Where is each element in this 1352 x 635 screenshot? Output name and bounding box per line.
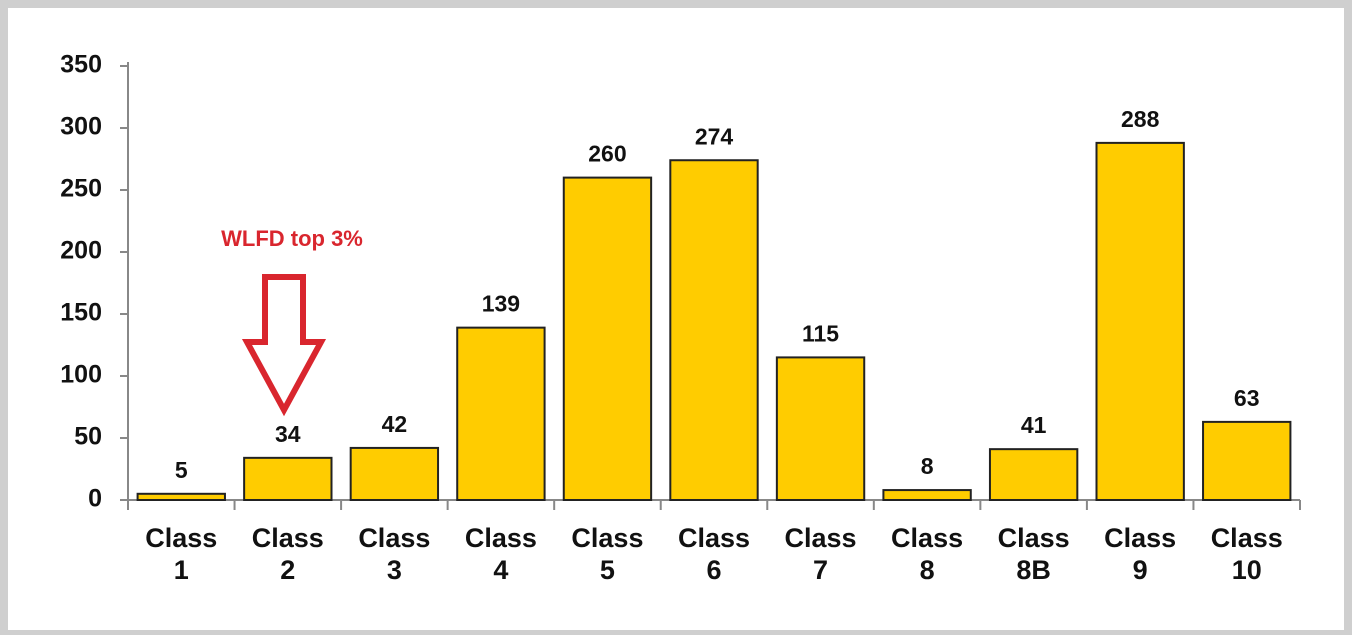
bar [456, 326, 546, 502]
x-tick-label: Class 4 [464, 523, 537, 585]
value-label: 5 [175, 457, 188, 483]
x-tick-label: Class 8 [891, 523, 964, 585]
x-tick-label: Class 3 [358, 523, 431, 585]
x-tick-label: Class 5 [571, 523, 644, 585]
arrow [241, 274, 327, 417]
x-tick-label: Class 9 [1104, 523, 1177, 585]
y-tick-label: 50 [74, 423, 102, 451]
x-tick-label: Class 2 [251, 523, 324, 585]
value-label: 288 [1121, 106, 1160, 132]
x-tick-label: Class 7 [784, 523, 857, 585]
value-label: 8 [921, 453, 934, 479]
annotation: WLFD top 3% [221, 226, 363, 251]
value-label: 34 [275, 421, 301, 447]
bar [882, 489, 972, 501]
bar [562, 176, 653, 501]
value-label: 42 [382, 411, 408, 437]
bar [669, 159, 759, 502]
x-tick-label: Class 10 [1210, 523, 1283, 585]
value-label: 274 [695, 123, 734, 149]
bar [1202, 420, 1292, 502]
y-tick-label: 350 [60, 51, 102, 79]
bar [349, 446, 440, 502]
y-tick-label: 250 [60, 175, 102, 203]
y-tick-label: 0 [88, 485, 102, 513]
x-tick-label: Class 1 [145, 523, 218, 585]
value-label: 115 [802, 320, 839, 346]
y-tick-label: 200 [60, 237, 102, 265]
value-label: 260 [588, 141, 626, 167]
bar [136, 492, 226, 501]
x-tick-label: Class 6 [677, 523, 751, 585]
y-tick-label: 150 [60, 299, 102, 327]
bar [1095, 141, 1185, 501]
y-tick-label: 300 [60, 113, 102, 141]
value-label: 41 [1021, 412, 1047, 438]
bar [988, 448, 1079, 502]
value-label: 139 [482, 291, 520, 317]
bar [775, 356, 866, 501]
x-tick-label: Class 8B [997, 523, 1070, 585]
value-label: 63 [1234, 385, 1260, 411]
y-tick-label: 100 [60, 361, 102, 389]
bar [243, 456, 333, 501]
